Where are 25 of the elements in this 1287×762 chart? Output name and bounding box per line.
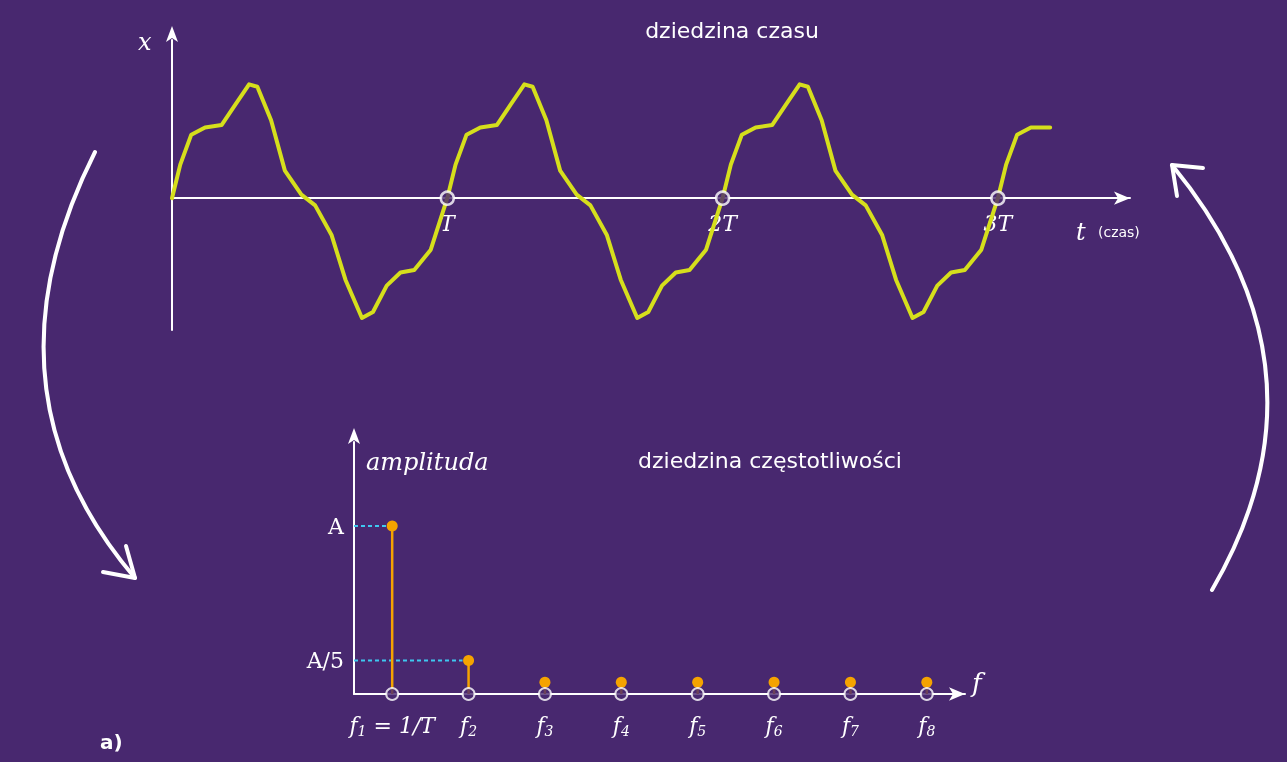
point bbox=[615, 676, 627, 688]
point bbox=[844, 676, 856, 688]
point bbox=[539, 676, 551, 688]
point bbox=[768, 676, 780, 688]
point bbox=[461, 687, 476, 701]
x-axis-title: t (czas) bbox=[1076, 218, 1140, 246]
ref-line-label: A bbox=[327, 513, 346, 539]
point bbox=[614, 687, 629, 701]
text: a) bbox=[100, 730, 123, 754]
point bbox=[692, 676, 704, 688]
point bbox=[921, 676, 933, 688]
point bbox=[386, 520, 398, 532]
point bbox=[843, 687, 858, 701]
chart-title: dziedzina czasu bbox=[645, 17, 819, 43]
point bbox=[385, 687, 400, 701]
chart-title: dziedzina częstotliwości bbox=[638, 447, 902, 473]
point bbox=[463, 654, 475, 666]
point bbox=[537, 687, 552, 701]
ref-line-label: A/5 bbox=[305, 647, 344, 673]
y-axis-title: amplituda bbox=[366, 448, 489, 476]
point bbox=[690, 687, 705, 701]
y-axis-title: x bbox=[138, 28, 152, 56]
x-axis-title: f bbox=[970, 668, 986, 698]
point bbox=[767, 687, 782, 701]
point bbox=[919, 687, 934, 701]
